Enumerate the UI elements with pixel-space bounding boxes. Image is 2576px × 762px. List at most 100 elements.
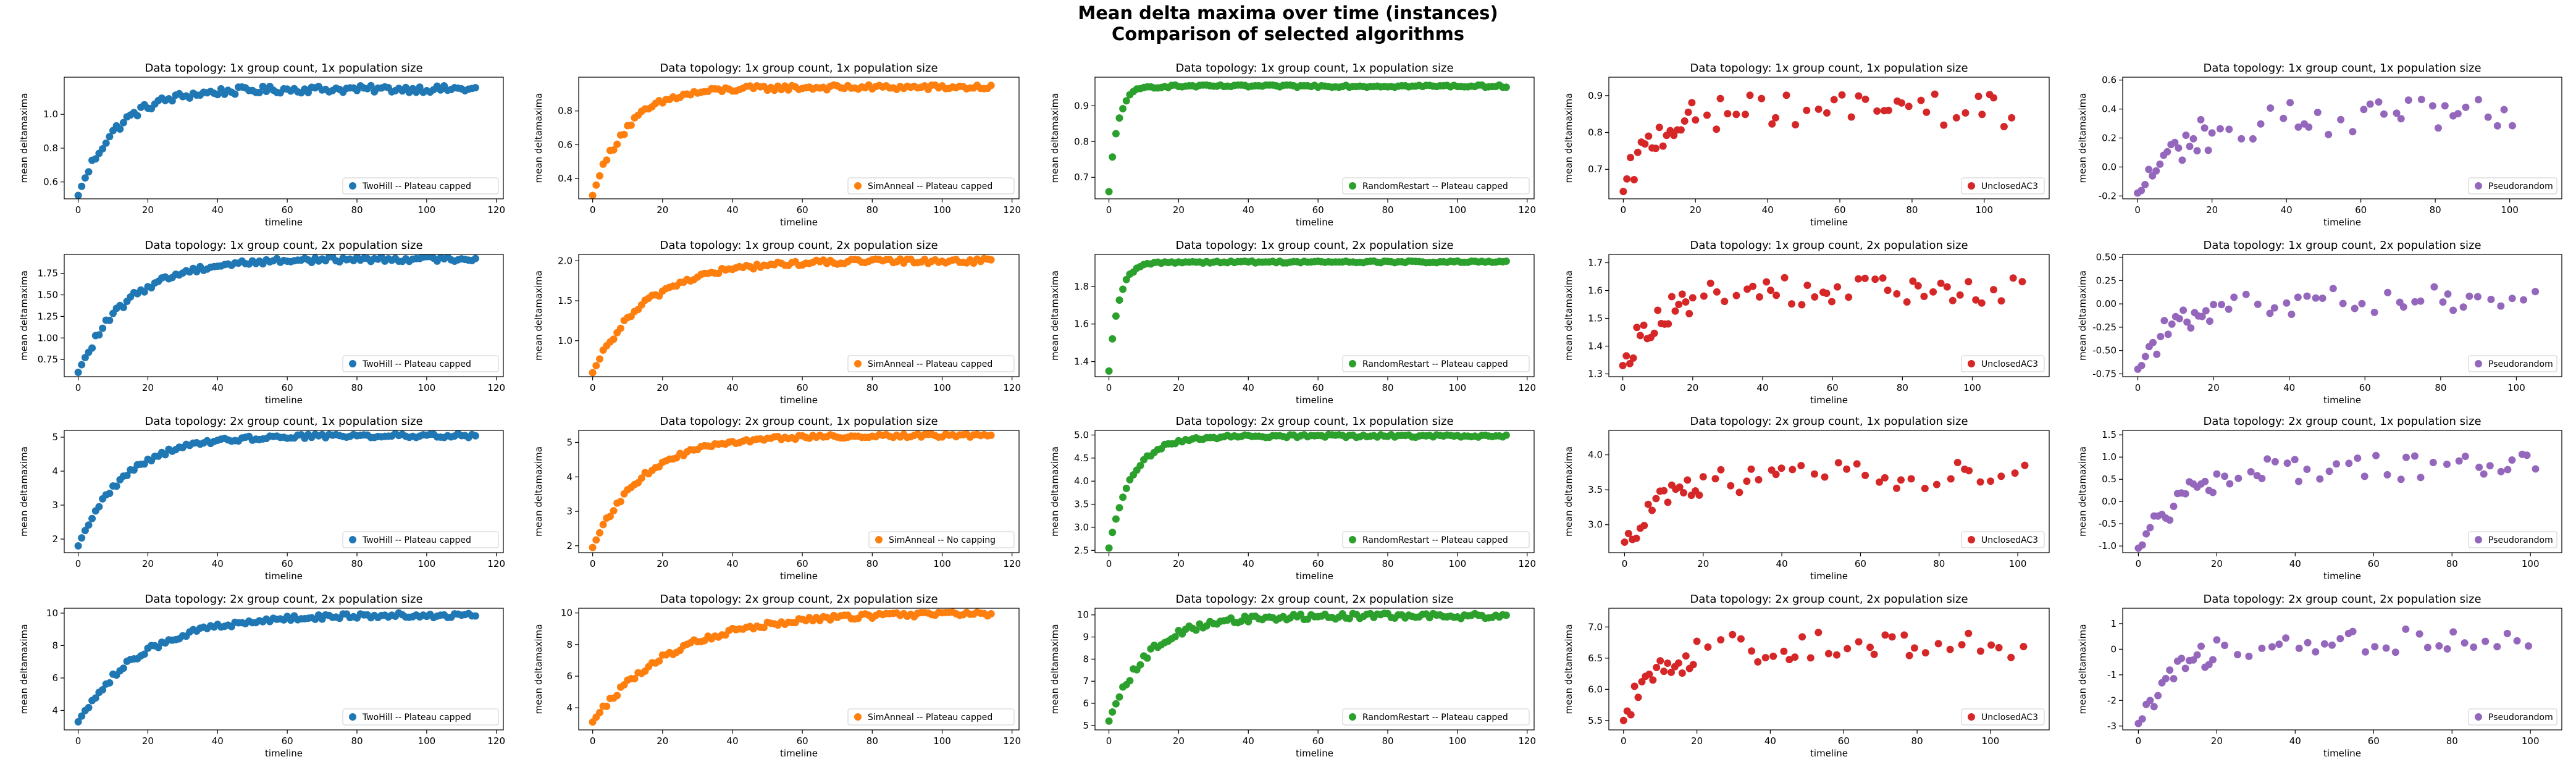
data-point	[1931, 90, 1939, 98]
data-point	[2487, 295, 2495, 303]
data-point	[1965, 278, 1973, 286]
data-point	[1953, 459, 1961, 466]
data-point	[1743, 477, 1751, 485]
data-point	[217, 85, 225, 93]
data-point	[2370, 308, 2378, 316]
x-tick-label: 0	[75, 204, 82, 216]
legend-label: TwoHill -- Plateau capped	[362, 713, 471, 722]
legend-box	[2468, 708, 2557, 726]
data-point	[2209, 488, 2217, 496]
data-point	[78, 361, 86, 369]
data-point	[1974, 93, 1982, 100]
data-point	[2523, 451, 2531, 459]
data-point	[1907, 475, 1915, 483]
subplot-title: Data topology: 2x group count, 2x popula…	[2203, 593, 2481, 606]
data-point	[1112, 515, 1120, 523]
x-tick-label: 80	[351, 204, 363, 216]
y-tick-label: -0.25	[2092, 322, 2117, 333]
data-point	[1834, 283, 1842, 291]
data-point	[2318, 295, 2326, 302]
data-point	[106, 490, 114, 497]
x-tick-label: 40	[1764, 735, 1776, 747]
subplot-1-4: Data topology: 1x group count, 1x popula…	[1563, 62, 2050, 228]
y-tick-label: 4	[566, 702, 573, 713]
subplot-title: Data topology: 1x group count, 1x popula…	[1690, 62, 1968, 75]
data-point	[2449, 628, 2457, 636]
data-point	[596, 355, 603, 363]
data-point	[2258, 474, 2266, 482]
data-point	[1780, 647, 1788, 655]
legend-label: Pseudorandom	[2488, 713, 2553, 722]
data-point	[2497, 467, 2505, 475]
x-tick-label: 0	[1620, 382, 1626, 393]
data-point	[1640, 321, 1648, 329]
subplot-title: Data topology: 1x group count, 1x popula…	[145, 62, 422, 75]
series-points	[589, 81, 995, 199]
data-point	[2283, 459, 2291, 467]
data-point	[1112, 312, 1120, 320]
data-point	[1122, 97, 1130, 105]
subplot-4-2: Data topology: 2x group count, 2x popula…	[533, 593, 1021, 759]
data-point	[1682, 298, 1690, 306]
legend-box	[1342, 708, 1530, 726]
subplot-title: Data topology: 1x group count, 1x popula…	[660, 62, 938, 75]
y-tick-label: 9	[1083, 632, 1089, 643]
legend-box	[847, 708, 1015, 726]
legend-marker	[1968, 713, 1975, 721]
data-point	[1627, 154, 1635, 162]
data-point	[1136, 462, 1144, 469]
data-point	[2157, 333, 2165, 340]
y-tick-label: 3	[52, 500, 58, 511]
x-axis-label: timeline	[265, 395, 303, 406]
data-point	[2345, 459, 2353, 467]
data-point	[1619, 716, 1627, 724]
data-point	[1659, 142, 1667, 150]
data-point	[106, 316, 114, 324]
data-point	[119, 303, 127, 311]
x-tick-label: 100	[933, 204, 951, 216]
legend-label: RandomRestart -- Plateau capped	[1362, 535, 1508, 545]
data-point	[2360, 106, 2368, 114]
data-point	[2182, 132, 2190, 139]
data-point	[2417, 96, 2425, 104]
legend: UnclosedAC3	[1961, 708, 2045, 726]
y-tick-label: 2.0	[558, 255, 573, 266]
x-tick-label: 40	[212, 204, 224, 216]
x-tick-label: 0	[2134, 204, 2141, 216]
x-tick-label: 40	[2283, 382, 2295, 393]
subplot-3-4: Data topology: 2x group count, 1x popula…	[1563, 415, 2050, 582]
data-point	[616, 498, 624, 506]
data-point	[1834, 459, 1842, 467]
data-point	[2009, 274, 2017, 282]
data-point	[85, 521, 93, 529]
data-point	[2171, 138, 2179, 146]
data-point	[2333, 460, 2340, 468]
data-point	[2189, 135, 2197, 143]
data-point	[1689, 661, 1697, 669]
x-tick-label: 20	[2211, 735, 2223, 747]
data-point	[161, 451, 169, 459]
data-point	[1700, 292, 1708, 300]
data-point	[589, 191, 597, 199]
data-point	[2402, 453, 2410, 461]
data-point	[1664, 498, 1672, 506]
data-point	[1630, 176, 1638, 183]
data-point	[1940, 121, 1948, 129]
data-point	[1682, 652, 1690, 660]
data-point	[2362, 648, 2369, 656]
subplot-4-5: Data topology: 2x group count, 2x popula…	[2077, 593, 2562, 759]
data-point	[1711, 475, 1719, 483]
data-point	[2242, 290, 2250, 298]
data-point	[1627, 711, 1635, 719]
data-point	[1871, 275, 1879, 283]
data-point	[1126, 677, 1134, 685]
x-tick-label: 100	[2009, 558, 2027, 569]
series-points	[1619, 90, 2016, 196]
data-point	[2441, 102, 2449, 110]
data-point	[1619, 188, 1627, 196]
y-tick-label: 3.5	[1074, 499, 1089, 510]
data-point	[2011, 469, 2019, 477]
data-point	[2202, 307, 2210, 315]
data-point	[2329, 285, 2337, 293]
data-point	[2417, 474, 2425, 482]
